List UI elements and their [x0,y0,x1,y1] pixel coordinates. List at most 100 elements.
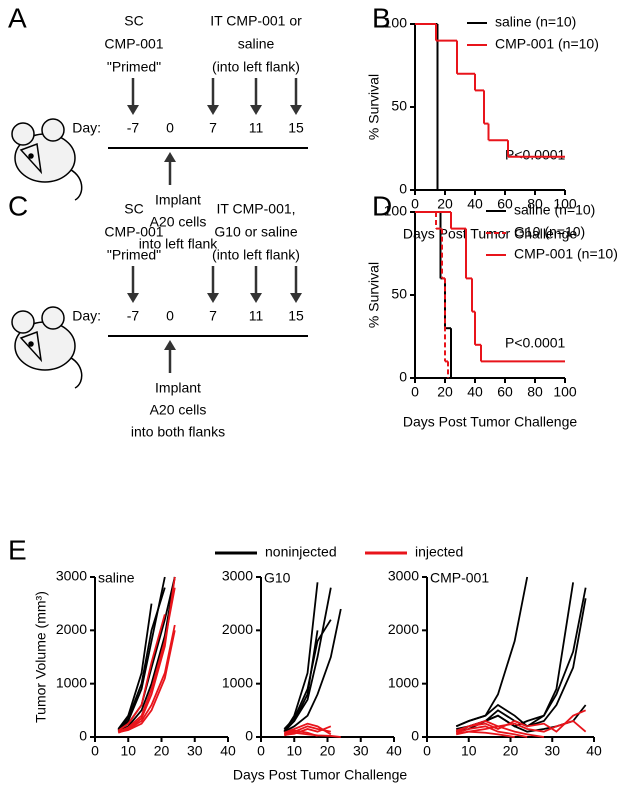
x-tick-label: 40 [586,743,602,759]
day: 15 [288,120,304,136]
x-tick-label: 100 [553,384,577,400]
x-tick-label: 40 [467,196,483,212]
x-tick-label: 20 [154,743,170,759]
tumor-line [118,630,176,734]
diagram-text: saline [238,36,275,52]
y-tick-label: 0 [411,728,419,744]
annotation: P<0.0001 [505,335,566,351]
tumor-line [455,709,587,733]
y-tick-label: 3000 [222,568,253,584]
x-axis-label: Days Post Tumor Challenge [233,767,408,783]
y-tick-label: 0 [245,728,253,744]
y-tick-label: 1000 [56,674,87,690]
x-tick-label: 0 [411,384,419,400]
legend-label: saline (n=10) [495,14,576,30]
diagram-text: A20 cells [150,214,207,230]
legend-label: CMP-001 (n=10) [514,246,618,262]
x-tick-label: 20 [437,196,453,212]
diagram-text: G10 or saline [214,224,297,240]
y-axis-label: % Survival [366,74,382,140]
x-tick-label: 0 [257,743,265,759]
day: 11 [249,308,264,324]
tumor-line [283,630,319,733]
y-axis-label: Tumor Volume (mm³) [33,591,49,723]
x-tick-label: 0 [91,743,99,759]
day: -7 [127,120,140,136]
panel-label: B [372,2,391,33]
diagram-text: IT CMP-001, [216,201,295,217]
tumor-line [117,614,166,732]
diagram-text: CMP-001 [104,36,163,52]
tumor-line [455,576,529,728]
legend-label: injected [415,544,463,560]
arrow-head [250,105,262,115]
diagram-text: A20 cells [150,402,207,418]
x-tick-label: 0 [423,743,431,759]
diagram-text: (into left flank) [212,59,300,75]
y-tick-label: 0 [399,181,407,197]
y-tick-label: 100 [384,15,408,31]
x-tick-label: 40 [220,743,236,759]
y-tick-label: 1000 [222,674,253,690]
mouse-icon [11,118,83,201]
arrow-head [207,293,219,303]
x-tick-label: 20 [503,743,519,759]
tumor-line [117,603,153,730]
x-tick-label: 60 [497,384,513,400]
y-axis-label: % Survival [366,262,382,328]
chart-label: CMP-001 [430,570,489,586]
y-tick-label: 0 [79,728,87,744]
y-tick-label: 50 [391,98,407,114]
y-tick-label: 3000 [56,568,87,584]
x-tick-label: 80 [527,196,543,212]
tumor-line [284,725,332,736]
y-tick-label: 0 [399,369,407,385]
x-tick-label: 20 [320,743,336,759]
x-tick-label: 10 [461,743,477,759]
tumor-line [456,730,515,738]
arrow-head [127,293,139,303]
arrow-head [127,105,139,115]
chart-label: G10 [264,570,291,586]
panel-label: E [8,534,27,565]
diagram-text: CMP-001 [104,224,163,240]
tumor-line [117,587,166,731]
diagram-text: IT CMP-001 or [210,13,302,29]
legend-label: G10 (n=10) [514,224,585,240]
day: -7 [127,308,140,324]
x-tick-label: 0 [411,196,419,212]
annotation: P<0.0001 [505,147,566,163]
arrow-head [250,293,262,303]
diagram-text: SC [124,13,143,29]
diagram-text: "Primed" [107,59,161,75]
panel-label: C [8,190,28,221]
x-tick-label: 10 [120,743,136,759]
day-label: Day: [72,308,101,324]
y-tick-label: 3000 [388,568,419,584]
day: 15 [288,308,304,324]
day: 11 [249,120,264,136]
y-tick-label: 2000 [388,621,419,637]
panel-label: A [8,2,27,33]
y-tick-label: 2000 [222,621,253,637]
tumor-line [117,576,166,733]
panel-label: D [372,190,392,221]
y-tick-label: 100 [384,203,408,219]
day: 7 [209,120,217,136]
tumor-line [455,582,575,728]
tumor-line [283,608,342,733]
tumor-line [455,725,528,738]
diagram-text: Implant [155,380,201,396]
day: 0 [166,308,174,324]
day-label: Day: [72,120,101,136]
tumor-line [283,587,332,732]
mouse-icon [11,306,83,389]
diagram-text: into both flanks [131,424,225,440]
arrow-head [290,105,302,115]
arrow-head [290,293,302,303]
diagram-text: SC [124,201,143,217]
legend-label: saline (n=10) [514,202,595,218]
y-tick-label: 1000 [388,674,419,690]
tumor-line [456,598,587,733]
